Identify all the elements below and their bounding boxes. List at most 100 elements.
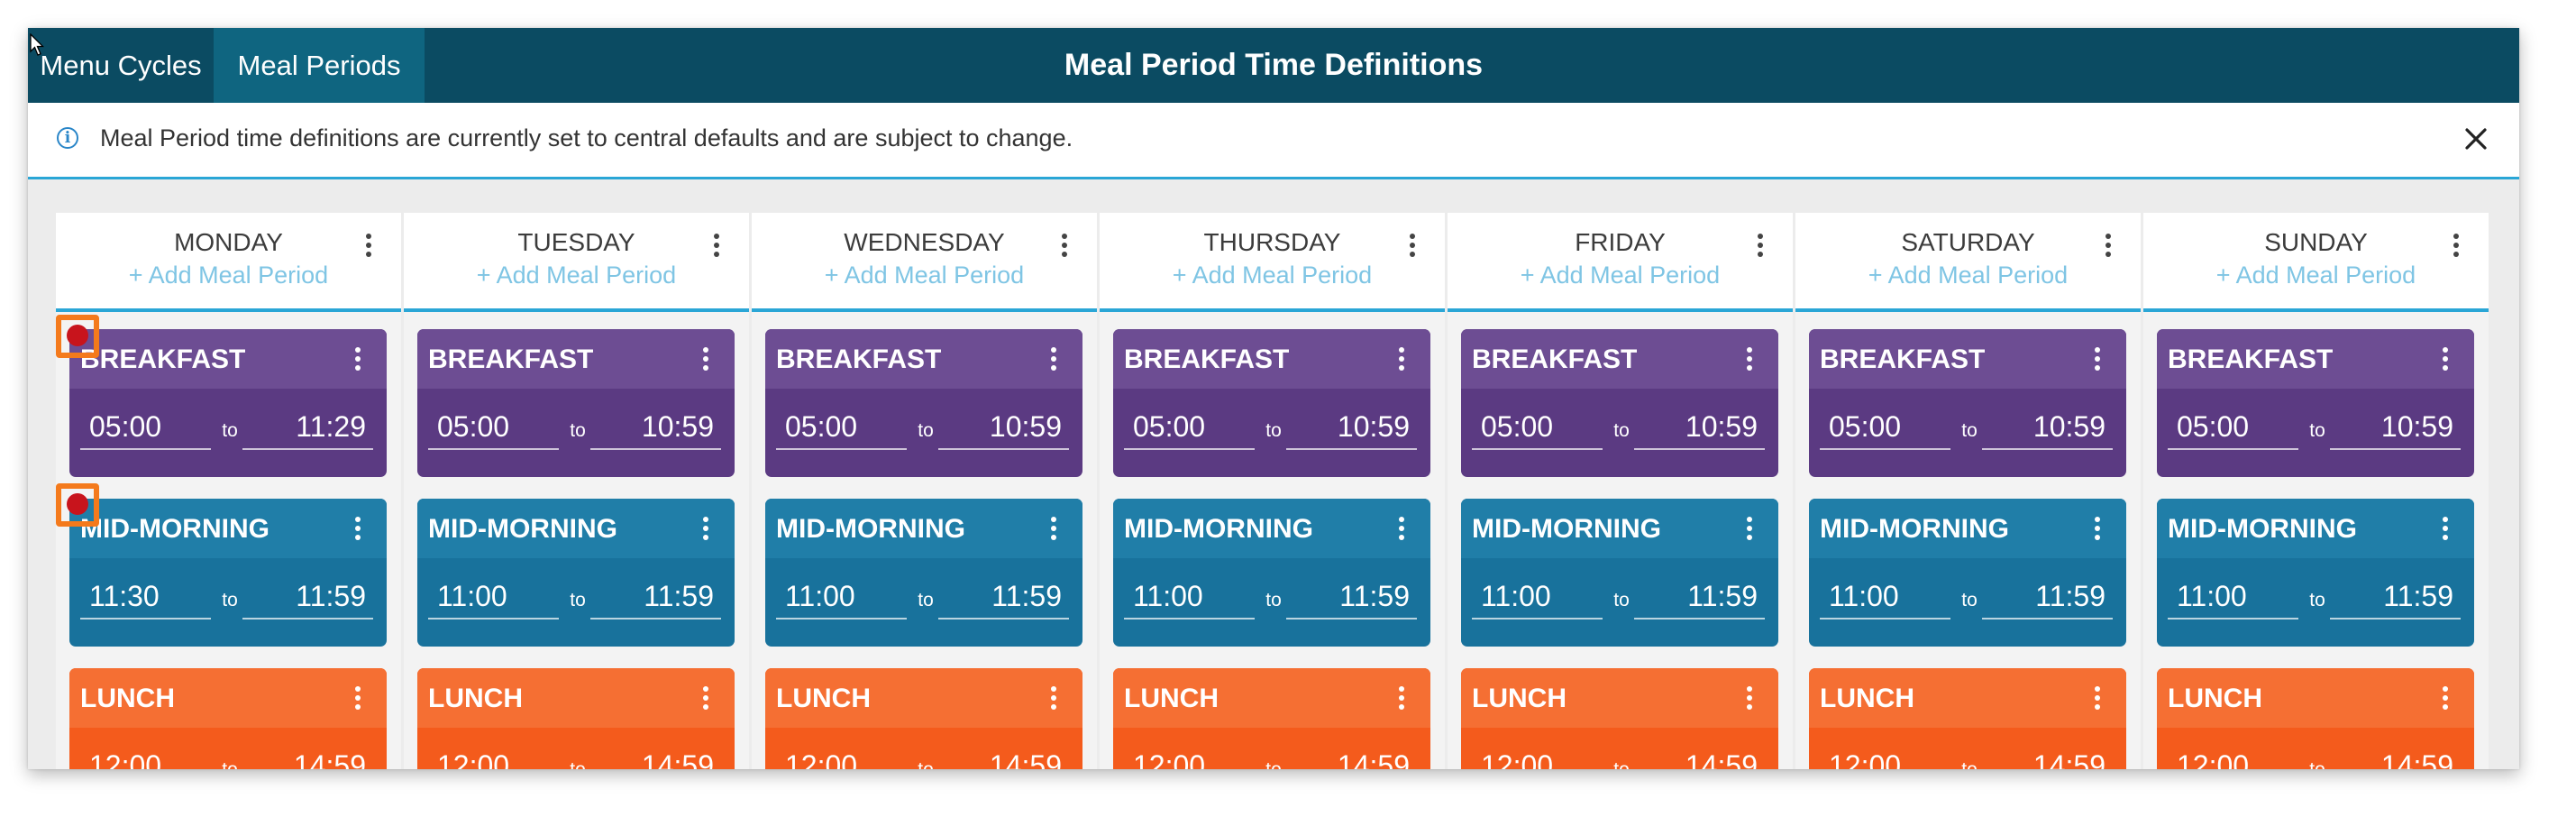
day-menu-icon[interactable] bbox=[709, 231, 724, 260]
day-menu-icon[interactable] bbox=[2101, 231, 2115, 260]
start-time-field[interactable]: 12:00 bbox=[1820, 749, 1950, 769]
meal-period-menu-icon[interactable] bbox=[1394, 684, 1409, 712]
end-time-field[interactable]: 10:59 bbox=[1982, 410, 2113, 450]
meal-period-menu-icon[interactable] bbox=[1046, 344, 1061, 373]
end-time-field[interactable]: 11:59 bbox=[590, 580, 721, 620]
meal-period-name: BREAKFAST bbox=[428, 344, 594, 374]
start-time-field[interactable]: 12:00 bbox=[428, 749, 559, 769]
end-time-field[interactable]: 14:59 bbox=[1286, 749, 1417, 769]
start-time-field[interactable]: 12:00 bbox=[1124, 749, 1255, 769]
end-time-field[interactable]: 11:59 bbox=[242, 580, 373, 620]
add-meal-period-link[interactable]: + Add Meal Period bbox=[1172, 262, 1373, 289]
meal-period-name: MID-MORNING bbox=[2168, 514, 2357, 544]
add-meal-period-link[interactable]: + Add Meal Period bbox=[1520, 262, 1721, 289]
start-time-field[interactable]: 05:00 bbox=[776, 410, 907, 450]
meal-period-menu-icon[interactable] bbox=[2438, 514, 2453, 543]
day-menu-icon[interactable] bbox=[1753, 231, 1768, 260]
add-meal-period-link[interactable]: + Add Meal Period bbox=[128, 262, 329, 289]
meal-period-card-header: BREAKFAST bbox=[1461, 329, 1778, 389]
add-meal-period-link[interactable]: + Add Meal Period bbox=[824, 262, 1025, 289]
meal-period-menu-icon[interactable] bbox=[699, 344, 713, 373]
meal-period-card-header: BREAKFAST bbox=[1113, 329, 1430, 389]
tab-menu-cycles[interactable]: Menu Cycles bbox=[28, 28, 214, 103]
meal-period-card: BREAKFAST 05:00 to 10:59 bbox=[1113, 329, 1430, 477]
end-time-field[interactable]: 10:59 bbox=[590, 410, 721, 450]
end-time-field[interactable]: 10:59 bbox=[1286, 410, 1417, 450]
to-label: to bbox=[570, 590, 586, 610]
end-time-field[interactable]: 14:59 bbox=[1634, 749, 1765, 769]
tab-meal-periods[interactable]: Meal Periods bbox=[214, 28, 425, 103]
add-meal-period-link[interactable]: + Add Meal Period bbox=[476, 262, 677, 289]
meal-period-name: MID-MORNING bbox=[776, 514, 965, 544]
end-time-field[interactable]: 14:59 bbox=[590, 749, 721, 769]
to-label: to bbox=[1262, 759, 1285, 769]
meal-period-menu-icon[interactable] bbox=[351, 344, 365, 373]
day-name: TUESDAY bbox=[517, 228, 635, 256]
meal-period-menu-icon[interactable] bbox=[2438, 684, 2453, 712]
meal-period-menu-icon[interactable] bbox=[1046, 514, 1061, 543]
meal-period-menu-icon[interactable] bbox=[2438, 344, 2453, 373]
day-menu-icon[interactable] bbox=[1057, 231, 1072, 260]
meal-period-card-header: MID-MORNING bbox=[1809, 499, 2126, 558]
start-time-field[interactable]: 05:00 bbox=[2168, 410, 2298, 450]
start-time-field[interactable]: 11:30 bbox=[80, 580, 211, 620]
start-time-field[interactable]: 11:00 bbox=[2168, 580, 2298, 620]
day-column-friday: FRIDAY + Add Meal Period BREAKFAST 05:00 to 1… bbox=[1448, 213, 1793, 769]
start-time-field[interactable]: 12:00 bbox=[80, 749, 211, 769]
start-time-field[interactable]: 05:00 bbox=[1124, 410, 1255, 450]
meal-period-menu-icon[interactable] bbox=[1046, 684, 1061, 712]
meal-period-menu-icon[interactable] bbox=[1742, 684, 1757, 712]
meal-period-menu-icon[interactable] bbox=[2090, 684, 2105, 712]
start-time-field[interactable]: 05:00 bbox=[1820, 410, 1950, 450]
meal-period-card: BREAKFAST 05:00 to 11:29 bbox=[69, 329, 387, 477]
meal-period-card: BREAKFAST 05:00 to 10:59 bbox=[1809, 329, 2126, 477]
start-time-field[interactable]: 11:00 bbox=[1472, 580, 1603, 620]
start-time-field[interactable]: 11:00 bbox=[428, 580, 559, 620]
end-time-field[interactable]: 10:59 bbox=[1634, 410, 1765, 450]
add-meal-period-link[interactable]: + Add Meal Period bbox=[2215, 262, 2416, 289]
meal-period-menu-icon[interactable] bbox=[699, 514, 713, 543]
meal-period-menu-icon[interactable] bbox=[351, 514, 365, 543]
meal-period-card: MID-MORNING 11:00 to 11:59 bbox=[1809, 499, 2126, 647]
start-time-field[interactable]: 05:00 bbox=[1472, 410, 1603, 450]
meal-period-menu-icon[interactable] bbox=[1394, 514, 1409, 543]
end-time-field[interactable]: 14:59 bbox=[1982, 749, 2113, 769]
start-time-field[interactable]: 12:00 bbox=[1472, 749, 1603, 769]
meal-period-menu-icon[interactable] bbox=[1742, 344, 1757, 373]
end-time-field[interactable]: 11:59 bbox=[1982, 580, 2113, 620]
end-time-field[interactable]: 11:59 bbox=[938, 580, 1069, 620]
start-time-field[interactable]: 12:00 bbox=[776, 749, 907, 769]
end-time-field[interactable]: 10:59 bbox=[2330, 410, 2461, 450]
end-time-field[interactable]: 11:59 bbox=[1634, 580, 1765, 620]
end-time-field[interactable]: 14:59 bbox=[242, 749, 373, 769]
meal-period-card: BREAKFAST 05:00 to 10:59 bbox=[1461, 329, 1778, 477]
end-time-field[interactable]: 11:59 bbox=[1286, 580, 1417, 620]
start-time-field[interactable]: 05:00 bbox=[428, 410, 559, 450]
close-icon[interactable] bbox=[2460, 123, 2492, 155]
meal-period-name: MID-MORNING bbox=[428, 514, 617, 544]
meal-period-menu-icon[interactable] bbox=[1742, 514, 1757, 543]
start-time-field[interactable]: 12:00 bbox=[2168, 749, 2298, 769]
day-column-monday: MONDAY + Add Meal Period BREAKFAST 05:00 to 1… bbox=[56, 213, 401, 769]
day-menu-icon[interactable] bbox=[361, 231, 376, 260]
meal-period-menu-icon[interactable] bbox=[2090, 344, 2105, 373]
meal-period-menu-icon[interactable] bbox=[2090, 514, 2105, 543]
meal-period-menu-icon[interactable] bbox=[1394, 344, 1409, 373]
end-time-field[interactable]: 14:59 bbox=[938, 749, 1069, 769]
meal-period-menu-icon[interactable] bbox=[351, 684, 365, 712]
day-menu-icon[interactable] bbox=[1405, 231, 1420, 260]
end-time-field[interactable]: 10:59 bbox=[938, 410, 1069, 450]
meal-period-card: LUNCH 12:00 to14:59 bbox=[417, 668, 735, 769]
day-column-wednesday: WEDNESDAY + Add Meal Period BREAKFAST 05:00… bbox=[752, 213, 1097, 769]
end-time-field[interactable]: 11:29 bbox=[242, 410, 373, 450]
meal-period-menu-icon[interactable] bbox=[699, 684, 713, 712]
day-menu-icon[interactable] bbox=[2449, 231, 2463, 260]
start-time-field[interactable]: 05:00 bbox=[80, 410, 211, 450]
end-time-field[interactable]: 14:59 bbox=[2330, 749, 2461, 769]
start-time-field[interactable]: 11:00 bbox=[1820, 580, 1950, 620]
start-time-field[interactable]: 11:00 bbox=[1124, 580, 1255, 620]
add-meal-period-link[interactable]: + Add Meal Period bbox=[1868, 262, 2069, 289]
end-time-field[interactable]: 11:59 bbox=[2330, 580, 2461, 620]
start-time-field[interactable]: 11:00 bbox=[776, 580, 907, 620]
meal-period-name: BREAKFAST bbox=[1472, 344, 1638, 374]
